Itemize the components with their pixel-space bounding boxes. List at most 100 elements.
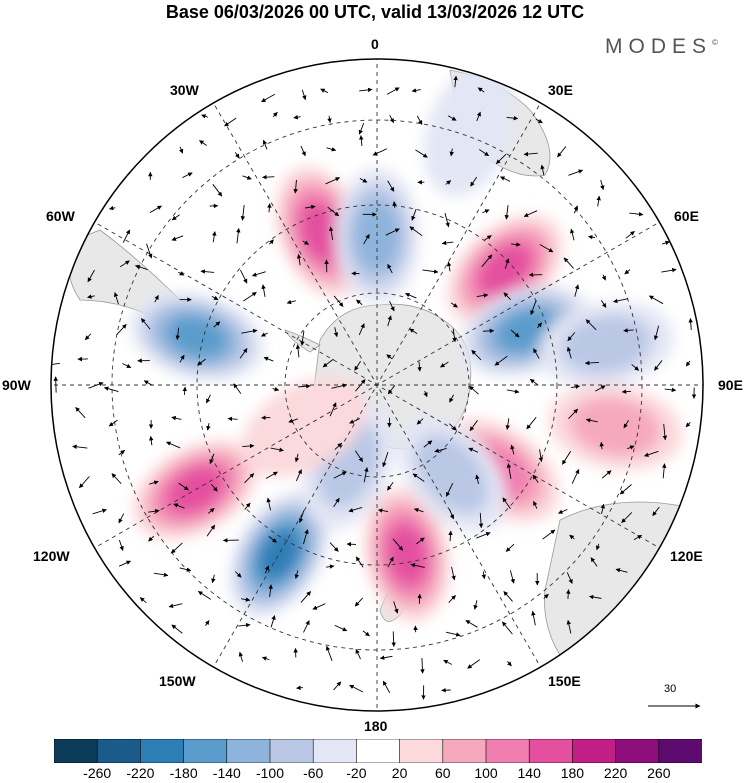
wind-arrow [613, 298, 629, 304]
wind-arrow [505, 543, 515, 552]
wind-arrow [409, 328, 418, 335]
wind-arrow [295, 469, 302, 482]
wind-arrow [358, 323, 365, 336]
wind-arrow [328, 226, 334, 240]
wind-arrow [444, 213, 450, 228]
wind-arrow [178, 482, 189, 491]
wind-arrow [648, 295, 664, 305]
wind-arrow [467, 659, 481, 669]
wind-arrow [333, 295, 344, 307]
colorbar-tick-label: 100 [474, 765, 498, 781]
wind-arrow [270, 615, 276, 628]
chart-title: Base 06/03/2026 00 UTC, valid 13/03/2026… [165, 2, 585, 22]
wind-arrow [148, 535, 155, 542]
wind-arrow [661, 267, 677, 273]
wind-arrow [631, 364, 640, 371]
wind-arrow [411, 209, 417, 221]
anomaly-contour [570, 397, 661, 457]
wind-arrow [447, 115, 457, 121]
wind-arrow [296, 685, 303, 691]
colorbar-swatch [312, 739, 358, 763]
colorbar-tick-label: 60 [435, 765, 451, 781]
wind-arrow [333, 497, 340, 508]
reference-vector-label: 30 [664, 683, 677, 695]
colorbar-swatch [269, 739, 315, 763]
wind-arrow [535, 118, 543, 124]
wind-arrow [571, 469, 580, 484]
wind-arrow [588, 234, 596, 240]
wind-arrow [506, 389, 520, 394]
wind-arrow [84, 333, 92, 341]
wind-arrow [200, 269, 215, 274]
wind-arrow [354, 597, 364, 607]
wind-arrow [329, 402, 337, 417]
wind-arrow [298, 510, 305, 524]
wind-arrow [449, 509, 455, 520]
wind-arrow [448, 595, 456, 603]
wind-arrow [506, 463, 512, 479]
wind-arrow [111, 473, 122, 485]
wind-arrow [113, 292, 119, 305]
wind-arrow [239, 348, 248, 359]
polar-map [50, 58, 704, 712]
wind-arrow [590, 557, 598, 567]
wind-arrow [533, 500, 538, 509]
wind-arrow [295, 344, 301, 358]
wind-arrow [363, 233, 370, 245]
wind-arrow [333, 327, 339, 338]
wind-arrow [146, 243, 153, 259]
wind-arrow [600, 179, 605, 191]
wind-arrow [119, 260, 130, 268]
colorbar-tick-label: -180 [169, 765, 198, 781]
wind-arrow [333, 471, 347, 479]
wind-arrow [510, 329, 520, 338]
colorbar-tick-label: -100 [255, 765, 285, 781]
wind-arrow [300, 330, 305, 346]
brand-logo: MODES© [605, 35, 718, 59]
wind-arrow [566, 589, 571, 599]
wind-arrow [440, 361, 449, 368]
colorbar-swatch [54, 739, 99, 763]
wind-arrow [661, 463, 667, 479]
wind-arrow [265, 471, 278, 479]
wind-arrow [476, 532, 491, 539]
wind-arrow [171, 214, 180, 221]
wind-arrow [293, 114, 301, 120]
wind-arrow [333, 681, 342, 691]
wind-arrow [122, 229, 131, 243]
wind-arrow [143, 380, 153, 386]
wind-arrow [386, 87, 400, 95]
wind-arrow [563, 257, 574, 269]
wind-arrow [405, 292, 417, 299]
wind-arrow [584, 360, 600, 366]
wind-arrow [570, 228, 575, 241]
wind-arrow [148, 508, 160, 514]
wind-arrow [206, 524, 216, 537]
graticule [51, 59, 703, 711]
wind-arrow [349, 684, 364, 693]
wind-arrow [568, 408, 579, 420]
wind-arrow [179, 354, 185, 363]
wind-arrow [242, 443, 255, 449]
wind-arrow [51, 362, 60, 367]
wind-arrow [358, 122, 365, 135]
wind-arrow [87, 269, 95, 283]
wind-arrow [451, 566, 456, 581]
wind-arrow [568, 169, 584, 176]
wind-arrow [629, 211, 644, 217]
wind-arrow [619, 484, 632, 495]
wind-arrow [615, 568, 628, 573]
wind-arrow [116, 323, 127, 336]
wind-arrow [103, 386, 119, 392]
wind-arrow [263, 356, 274, 362]
lon-label-60e: 60E [674, 208, 699, 224]
wind-arrow [496, 153, 507, 164]
wind-arrow [327, 206, 340, 217]
wind-arrow [296, 253, 302, 266]
wind-arrow [359, 87, 373, 93]
wind-arrow [171, 415, 182, 421]
wind-arrow [303, 620, 310, 633]
wind-arrow [270, 447, 284, 452]
anomaly-contour [386, 524, 428, 585]
wind-arrow [139, 597, 147, 604]
